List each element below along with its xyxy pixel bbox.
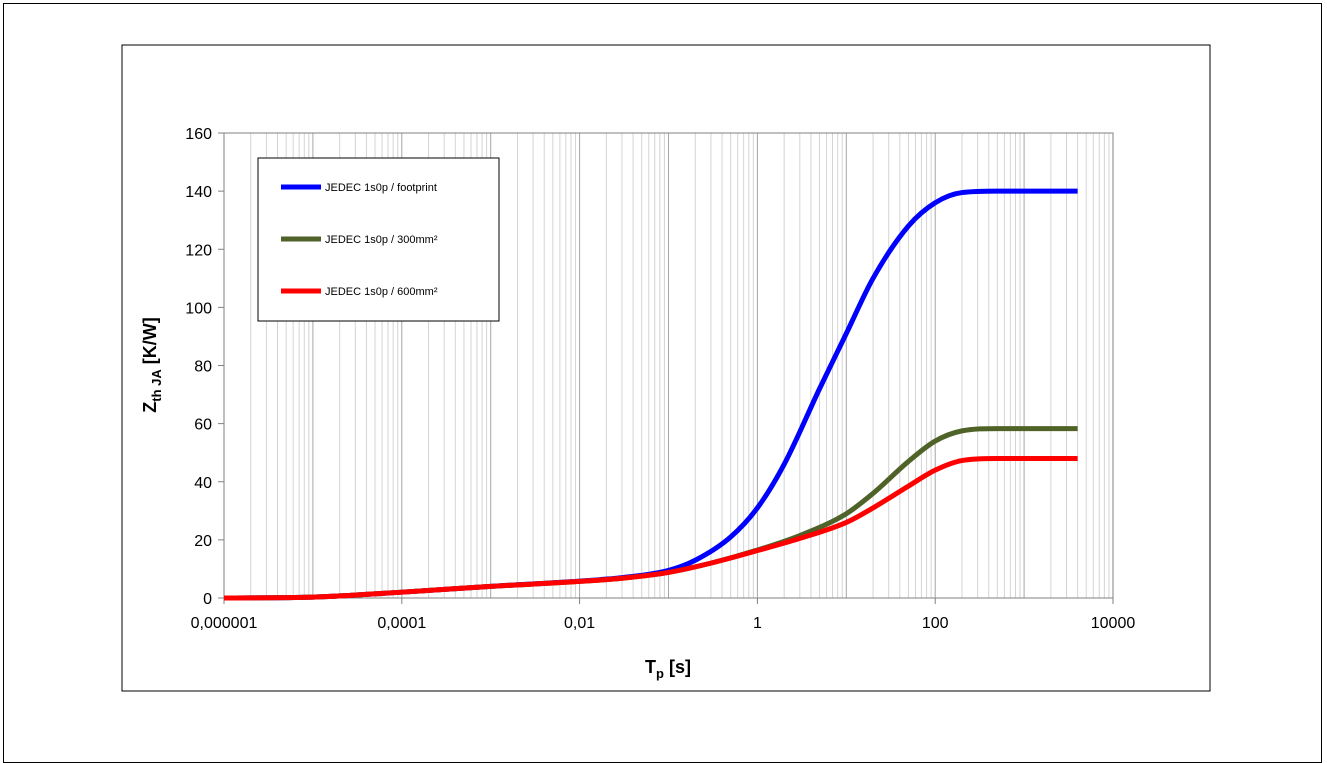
y-tick-label: 140 — [185, 184, 212, 201]
y-tick-label: 120 — [185, 242, 212, 259]
x-tick-label: 10000 — [1091, 615, 1136, 632]
x-axis-title: Tp [s] — [645, 657, 691, 681]
y-axis-title: Zth JA [K/W] — [140, 317, 164, 412]
legend-label-300mm2: JEDEC 1s0p / 300mm² — [325, 234, 438, 246]
x-tick-label: 0,000001 — [191, 615, 258, 632]
legend: JEDEC 1s0p / footprint JEDEC 1s0p / 300mm… — [257, 157, 500, 322]
chart-area: 0 20 40 60 80 100 120 140 160 0,000001 0,0001 0,01… — [121, 44, 1211, 692]
series-group — [223, 188, 1078, 601]
y-tick-label: 20 — [194, 533, 212, 550]
y-tick-label: 60 — [194, 417, 212, 434]
series-line-600mm2 — [223, 456, 1078, 601]
y-tick-label: 160 — [185, 126, 212, 143]
y-tick-label: 80 — [194, 359, 212, 376]
y-axis: 0 20 40 60 80 100 120 140 160 — [185, 126, 225, 608]
x-axis: 0,000001 0,0001 0,01 1 100 10000 — [191, 598, 1136, 632]
legend-label-footprint: JEDEC 1s0p / footprint — [325, 182, 437, 194]
chart-frame — [121, 44, 1211, 692]
x-tick-label: 0,01 — [564, 615, 595, 632]
y-tick-label: 100 — [185, 300, 212, 317]
y-tick-label: 40 — [194, 475, 212, 492]
x-tick-label: 1 — [753, 615, 762, 632]
legend-label-600mm2: JEDEC 1s0p / 600mm² — [325, 286, 438, 298]
y-tick-label: 0 — [203, 591, 212, 608]
x-tick-label: 0,0001 — [377, 615, 426, 632]
x-tick-label: 100 — [922, 615, 949, 632]
